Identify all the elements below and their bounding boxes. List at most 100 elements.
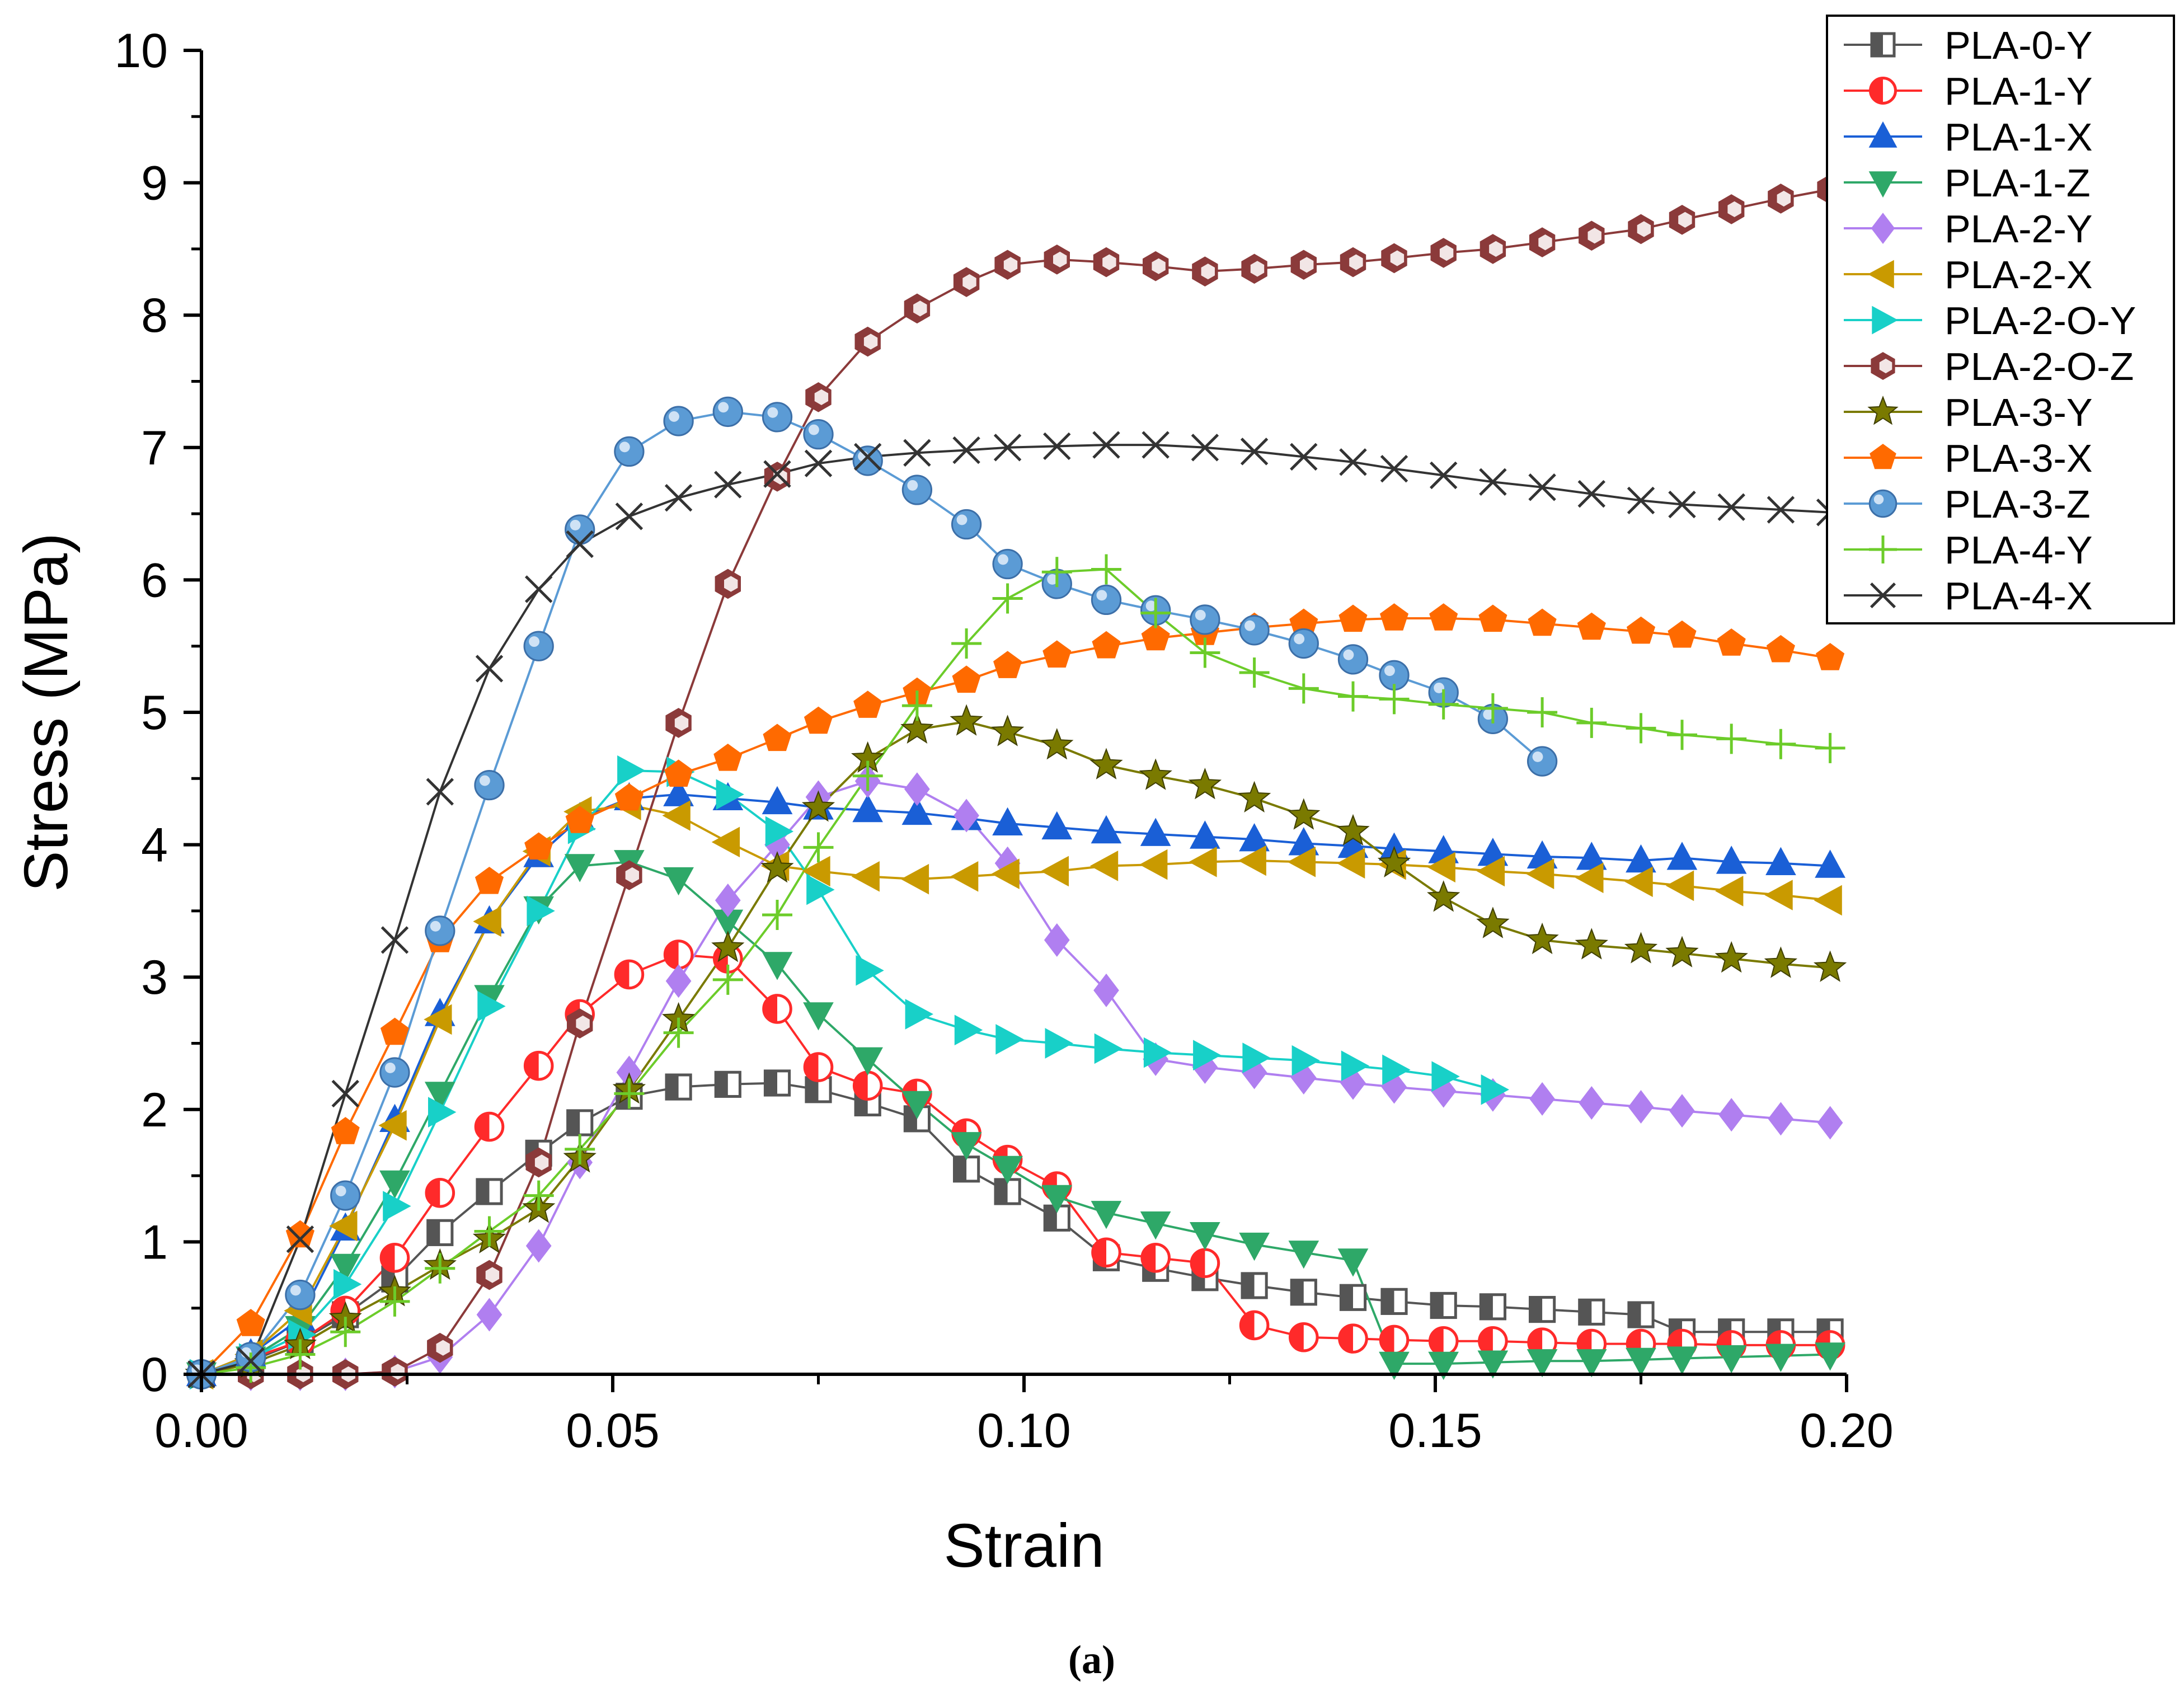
data-point-pla-0-y (476, 1178, 503, 1205)
data-point-pla-4-x (1577, 480, 1606, 508)
data-point-pla-1-z (1716, 1345, 1747, 1374)
data-point-pla-4-y (1140, 598, 1171, 628)
series-line-pla-4-y (201, 568, 1830, 1374)
data-point-pla-4-x (952, 436, 980, 464)
data-point-pla-4-y (1626, 713, 1656, 744)
data-point-pla-4-x (524, 575, 553, 603)
data-point-pla-3-z (523, 631, 554, 661)
data-point-pla-2-o-y (477, 990, 506, 1022)
data-point-pla-0-y (1430, 1291, 1457, 1319)
data-point-pla-1-x (1140, 818, 1171, 846)
data-point-pla-4-x (1479, 468, 1507, 496)
data-point-pla-1-x (1626, 844, 1656, 873)
data-point-pla-1-z (1576, 1349, 1607, 1378)
data-point-pla-3-y (711, 931, 745, 962)
data-point-pla-4-y (1815, 732, 1845, 763)
data-point-pla-3-x (1528, 608, 1557, 636)
data-point-pla-4-y (1716, 724, 1747, 754)
data-point-pla-4-x (1717, 493, 1745, 521)
data-point-pla-2-o-z (567, 1008, 593, 1039)
data-point-pla-2-o-z (953, 267, 980, 297)
y-tick-label: 9 (141, 157, 168, 210)
data-point-pla-3-x (1092, 631, 1121, 659)
data-point-pla-4-x (615, 502, 644, 530)
data-point-pla-4-y (565, 1134, 595, 1164)
data-point-pla-4-y (474, 1216, 505, 1247)
data-point-pla-2-o-y (806, 874, 835, 905)
data-point-pla-4-x (1528, 473, 1556, 501)
data-point-pla-3-z (425, 915, 455, 946)
legend-item-pla-4-x: PLA-4-X (1844, 574, 2093, 618)
data-point-pla-1-x (1815, 849, 1845, 878)
data-point-pla-1-y (1289, 1322, 1319, 1352)
data-point-pla-2-o-z (525, 1147, 552, 1178)
data-point-pla-2-o-y (428, 1097, 457, 1128)
data-point-pla-4-x (903, 439, 931, 467)
data-point-pla-1-z (1666, 1346, 1698, 1375)
data-point-pla-4-x (1767, 496, 1795, 524)
y-tick-label: 4 (141, 819, 168, 872)
data-point-pla-2-x (711, 826, 740, 858)
data-point-pla-0-y (1339, 1284, 1367, 1311)
data-point-pla-2-y (1093, 973, 1119, 1007)
data-point-pla-3-x (1042, 640, 1072, 668)
y-tick-label: 2 (141, 1083, 168, 1137)
legend-label-pla-1-x: PLA-1-X (1945, 115, 2093, 159)
data-point-pla-2-x (802, 856, 830, 887)
y-tick-label: 10 (114, 24, 168, 78)
data-point-pla-1-z (1140, 1211, 1171, 1240)
data-point-pla-2-o-z (1044, 245, 1070, 275)
data-point-pla-4-x (1627, 486, 1655, 515)
data-point-pla-3-y (990, 715, 1025, 746)
data-point-pla-0-y (665, 1073, 692, 1101)
data-point-pla-1-z (1288, 1241, 1319, 1269)
data-point-pla-3-x (763, 724, 792, 751)
data-point-pla-3-z (1091, 584, 1122, 616)
data-point-pla-3-z (901, 475, 933, 505)
data-point-pla-3-y (1089, 748, 1123, 779)
data-point-pla-2-x (1189, 847, 1217, 877)
legend-label-pla-1-z: PLA-1-Z (1945, 161, 2091, 205)
data-point-pla-1-x (762, 786, 793, 815)
data-point-pla-3-x (236, 1309, 265, 1336)
legend-marker-pla-1-x (1868, 121, 1898, 148)
data-point-pla-1-z (992, 1155, 1023, 1184)
data-point-pla-2-x (1040, 856, 1069, 887)
legend-item-pla-4-y: PLA-4-Y (1844, 528, 2093, 572)
data-point-pla-3-x (1766, 635, 1795, 663)
data-point-pla-2-x (1238, 845, 1266, 876)
data-point-pla-4-y (762, 899, 792, 930)
data-point-pla-3-x (524, 832, 553, 860)
data-point-pla-2-x (424, 1004, 452, 1035)
data-point-pla-1-z (330, 1253, 361, 1283)
data-point-pla-1-z (564, 854, 595, 882)
data-point-pla-2-o-z (382, 1356, 408, 1387)
data-point-pla-4-y (1091, 554, 1121, 585)
x-tick-label: 0.10 (977, 1404, 1070, 1458)
data-point-pla-1-y (1190, 1248, 1220, 1279)
data-point-pla-1-y (762, 994, 792, 1024)
legend-item-pla-2-x: PLA-2-X (1844, 253, 2093, 297)
data-point-pla-2-o-y (716, 779, 744, 810)
data-point-pla-4-y (425, 1253, 455, 1284)
data-point-pla-0-y (1043, 1204, 1070, 1232)
data-point-pla-3-x (993, 651, 1022, 678)
data-point-pla-3-x (1577, 612, 1606, 640)
data-point-pla-3-y (1665, 936, 1699, 967)
data-point-pla-1-x (901, 796, 933, 825)
data-point-pla-1-y (1091, 1237, 1121, 1268)
legend-marker-pla-0-y (1870, 32, 1896, 58)
data-point-pla-2-o-y (1143, 1037, 1172, 1068)
legend-marker-pla-3-x (1870, 444, 1896, 469)
legend-marker-pla-1-y (1869, 77, 1897, 105)
data-point-pla-4-y (379, 1286, 410, 1317)
data-point-pla-3-y (1237, 781, 1271, 812)
data-point-pla-4-y (330, 1317, 361, 1347)
x-tick-label: 0.05 (566, 1404, 659, 1458)
legend-label-pla-2-y: PLA-2-Y (1945, 207, 2093, 251)
data-point-pla-2-o-z (1340, 247, 1366, 278)
data-point-pla-0-y (1290, 1279, 1317, 1306)
data-point-pla-3-x (285, 1220, 314, 1248)
x-axis-title: Strain (943, 1511, 1104, 1580)
series-line-pla-2-o-y (201, 769, 1493, 1374)
